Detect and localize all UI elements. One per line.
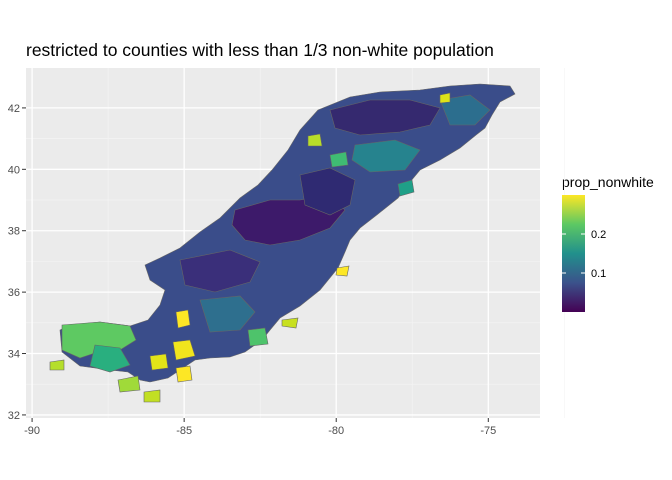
legend-ticks: 0.2 0.1 — [562, 229, 606, 280]
region-lime-1 — [117, 375, 141, 393]
region-dark-interior-2 — [299, 167, 356, 216]
region-lime-2 — [143, 389, 161, 403]
region-dark-interior-3 — [329, 99, 441, 136]
legend-tick-label: 0.1 — [591, 268, 606, 280]
region-sw-teal — [89, 344, 131, 373]
region-dark-interior-4 — [179, 249, 261, 293]
x-tick-label: -85 — [176, 425, 192, 437]
region-teal-ne — [397, 179, 415, 197]
region-lime-ne — [307, 133, 323, 147]
x-axis-ticks: -90 -85 -80 -75 — [24, 418, 496, 437]
region-lime-east — [281, 317, 299, 329]
region-yellow-3 — [149, 353, 169, 371]
legend-colorbar — [562, 195, 585, 312]
legend-title: prop_nonwhite — [562, 174, 654, 190]
y-tick-label: 42 — [8, 103, 20, 115]
region-yellow-east — [335, 265, 350, 277]
x-tick-label: -75 — [480, 425, 496, 437]
county-map — [49, 83, 516, 403]
region-green-ne — [329, 151, 349, 168]
x-tick-label: -90 — [24, 425, 40, 437]
y-tick-label: 40 — [8, 164, 20, 176]
region-yellow-2 — [172, 339, 196, 361]
region-lime-3 — [49, 359, 65, 371]
region-blue-2 — [351, 139, 421, 173]
y-tick-label: 34 — [8, 349, 20, 361]
legend-tick-label: 0.2 — [591, 229, 606, 241]
y-axis-ticks: 32 34 36 38 40 42 — [8, 103, 26, 422]
plot-title: restricted to counties with less than 1/… — [26, 40, 494, 60]
y-tick-label: 32 — [8, 410, 20, 422]
x-tick-label: -80 — [328, 425, 344, 437]
y-tick-label: 38 — [8, 226, 20, 238]
region-blue-1 — [439, 94, 491, 126]
region-blue-3 — [199, 295, 256, 333]
region-green-east — [247, 327, 269, 347]
region-yellow-4 — [175, 365, 193, 383]
y-tick-label: 36 — [8, 287, 20, 299]
region-yellow-1 — [175, 309, 191, 329]
region-yellow-ne — [439, 92, 451, 104]
